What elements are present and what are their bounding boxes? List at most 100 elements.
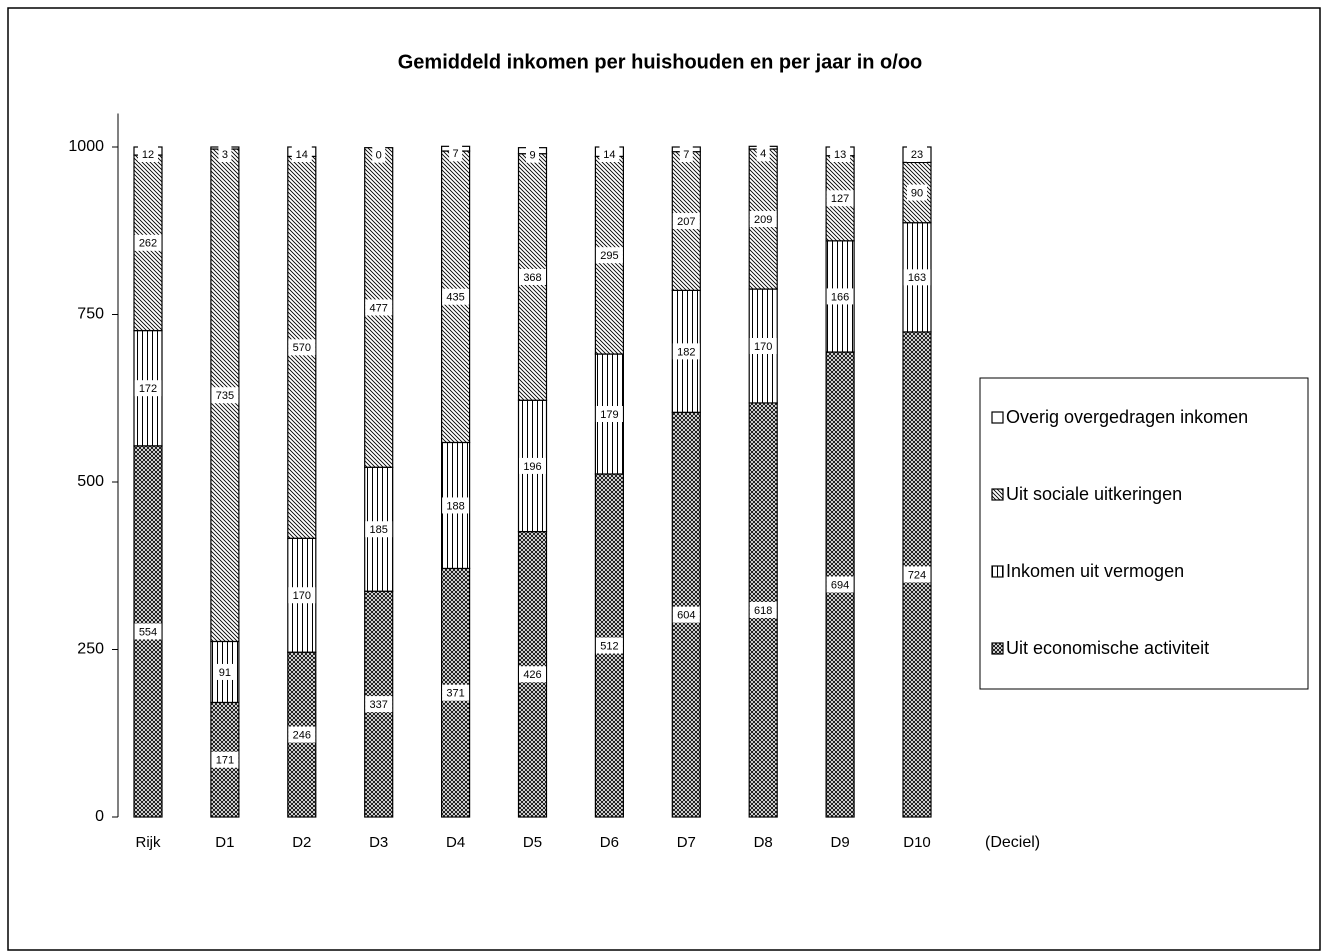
value-label-bg: [365, 299, 393, 316]
value-label-bg: [211, 387, 239, 404]
value-label-bg: [672, 606, 700, 623]
value-label-bg: [138, 146, 158, 162]
value-label-bg: [595, 637, 623, 654]
x-tick-label: D1: [215, 834, 234, 851]
x-tick-label: D8: [754, 834, 773, 851]
value-label: 163: [908, 272, 926, 284]
legend-swatch: [991, 488, 1004, 501]
value-label: 185: [370, 524, 388, 536]
x-tick-label: D10: [903, 834, 931, 851]
legend: [979, 377, 1309, 690]
value-label: 188: [446, 500, 464, 512]
legend-label: Uit economische activiteit: [1006, 638, 1209, 658]
value-label: 371: [446, 688, 464, 700]
value-label: 724: [908, 569, 926, 581]
value-label-bg: [595, 405, 623, 422]
value-label-bg: [830, 146, 851, 162]
legend-swatch: [991, 565, 1004, 578]
value-label: 196: [523, 461, 541, 473]
legend-swatch: [991, 642, 1004, 655]
y-tick-label: 0: [95, 808, 104, 825]
value-label: 694: [831, 579, 849, 591]
value-label: 246: [293, 729, 311, 741]
value-label-bg: [519, 457, 546, 474]
value-label: 735: [216, 390, 234, 402]
value-label: 0: [376, 150, 382, 162]
value-label: 337: [370, 699, 388, 711]
value-label-bg: [907, 184, 927, 201]
value-label-bg: [826, 288, 854, 305]
value-label: 171: [216, 755, 234, 767]
value-label: 12: [142, 149, 154, 161]
value-label-bg: [291, 146, 312, 162]
value-label-bg: [907, 146, 927, 162]
value-label: 90: [911, 187, 923, 199]
value-label-bg: [599, 146, 620, 162]
value-label: 172: [139, 383, 157, 395]
value-label: 604: [677, 610, 695, 622]
value-label: 14: [603, 149, 615, 161]
value-label: 435: [446, 292, 464, 304]
value-label-bg: [134, 623, 162, 640]
legend-label: Inkomen uit vermogen: [1006, 561, 1184, 581]
value-label: 295: [600, 250, 618, 262]
value-label: 127: [831, 193, 849, 205]
value-label-bg: [595, 247, 623, 264]
value-label-bg: [672, 213, 700, 230]
value-label-bg: [442, 684, 470, 701]
value-label-bg: [519, 666, 546, 683]
legend-label: Overig overgedragen inkomen: [1006, 407, 1248, 427]
x-tick-label: D2: [292, 834, 311, 851]
legend-swatch: [991, 411, 1004, 424]
value-label: 179: [600, 409, 618, 421]
value-label: 477: [370, 302, 388, 314]
value-label: 426: [523, 669, 541, 681]
value-label: 207: [677, 216, 695, 228]
chart-title: Gemiddeld inkomen per huishouden en per …: [398, 51, 923, 73]
value-label: 13: [834, 149, 846, 161]
value-label: 618: [754, 605, 772, 617]
value-label: 9: [529, 150, 535, 162]
value-label: 368: [523, 272, 541, 284]
value-label-bg: [288, 339, 316, 356]
value-label: 23: [911, 149, 923, 161]
x-tick-label: D3: [369, 834, 388, 851]
value-label: 512: [600, 640, 618, 652]
x-tick-label: D6: [600, 834, 619, 851]
x-tick-label: D4: [446, 834, 465, 851]
value-label-bg: [826, 576, 854, 593]
value-label: 166: [831, 291, 849, 303]
value-label-bg: [134, 380, 162, 397]
y-tick-label: 250: [77, 641, 104, 658]
x-tick-label: D9: [831, 834, 850, 851]
value-label: 182: [677, 346, 695, 358]
value-label-bg: [749, 601, 777, 618]
value-label: 4: [760, 148, 766, 160]
legend-label: Uit sociale uitkeringen: [1006, 484, 1182, 504]
x-tick-label: D7: [677, 834, 696, 851]
y-tick-label: 750: [77, 306, 104, 323]
value-label-bg: [826, 190, 854, 207]
value-label-bg: [442, 288, 470, 305]
value-label-bg: [442, 497, 470, 514]
value-label: 170: [754, 341, 772, 353]
value-label-bg: [211, 751, 239, 768]
value-label-bg: [903, 566, 931, 583]
value-label: 3: [222, 149, 228, 161]
value-label-bg: [672, 343, 700, 360]
x-axis-label: (Deciel): [985, 834, 1040, 851]
value-label: 14: [296, 149, 308, 161]
value-label-bg: [372, 146, 386, 163]
value-label: 7: [683, 149, 689, 161]
value-label-bg: [218, 146, 232, 162]
value-label-bg: [214, 663, 235, 680]
value-label-bg: [749, 211, 777, 228]
value-label: 209: [754, 214, 772, 226]
value-label-bg: [749, 337, 777, 354]
value-label-bg: [288, 726, 316, 743]
value-label: 554: [139, 626, 157, 638]
value-label-bg: [526, 146, 539, 163]
value-label: 7: [453, 148, 459, 160]
x-tick-label: D5: [523, 834, 542, 851]
value-label: 91: [219, 667, 231, 679]
